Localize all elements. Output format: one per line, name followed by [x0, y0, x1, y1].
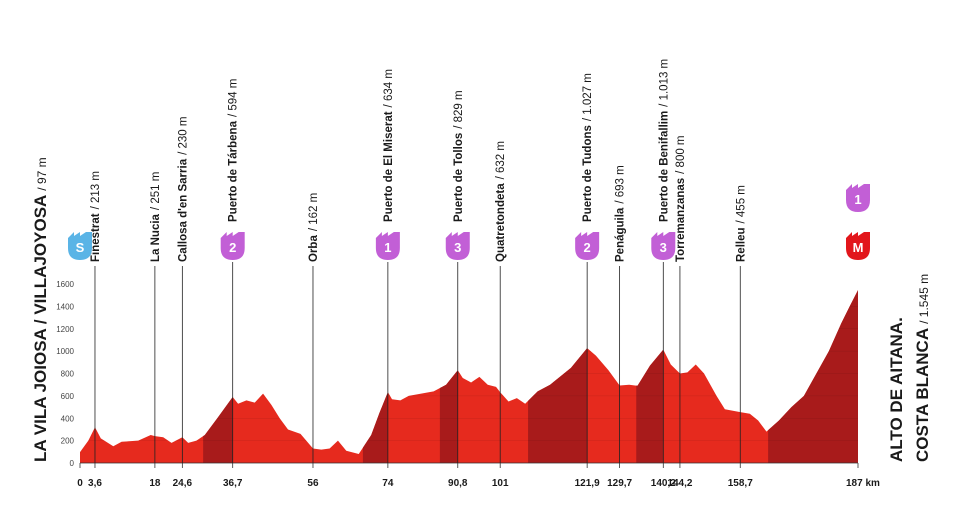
poi-elevation: / 829 m	[453, 90, 465, 128]
y-tick-label: 200	[61, 437, 75, 446]
poi-label: Puerto de Benifallim / 1.013 m	[658, 59, 670, 222]
badge	[375, 232, 400, 260]
badge	[68, 232, 92, 260]
poi-elevation: / 1.027 m	[582, 73, 594, 121]
poi-label: Penáguila / 693 m	[615, 165, 627, 262]
badge-label: S	[76, 240, 85, 255]
y-tick-label: 1400	[56, 302, 74, 311]
x-tick-label: 74	[382, 478, 394, 489]
x-tick-label: 129,7	[607, 478, 632, 489]
poi-name: Puerto de Tudons	[582, 125, 594, 222]
poi-elevation: / 693 m	[615, 165, 627, 203]
start-elevation: / 97 m	[35, 157, 49, 190]
finish-name: COSTA BLANCA	[913, 328, 932, 462]
y-tick-label: 0	[70, 459, 75, 468]
x-tick-label: 101	[492, 478, 509, 489]
y-tick-label: 400	[61, 414, 75, 423]
poi-name: Penáguila	[615, 207, 627, 262]
poi-label: Puerto de El Miserat / 634 m	[383, 69, 395, 222]
x-tick-label: 121,9	[575, 478, 600, 489]
badge-label: M	[853, 240, 864, 255]
poi-label: Callosa d'en Sarria / 230 m	[177, 117, 189, 262]
badge-label: 3	[660, 240, 667, 255]
poi-name: Puerto de El Miserat	[383, 111, 395, 222]
finish-label: COSTA BLANCA / 1.545 m	[913, 274, 932, 462]
poi-name: La Nucia	[150, 213, 162, 262]
poi-name: Quatretondeta	[495, 183, 507, 262]
poi-label: Puerto de Tollos / 829 m	[453, 90, 465, 222]
poi-elevation: / 213 m	[90, 171, 102, 209]
y-tick-label: 1600	[56, 280, 74, 289]
y-tick-label: 800	[61, 370, 75, 379]
badge	[220, 232, 245, 260]
poi-label: Finestrat / 213 m	[90, 171, 102, 262]
poi-label: Puerto de Tudons / 1.027 m	[582, 73, 594, 222]
y-tick-label: 1000	[56, 347, 74, 356]
badge-label: 3	[454, 240, 461, 255]
climb-segment	[439, 290, 458, 463]
x-tick-label: 36,7	[223, 478, 243, 489]
poi-elevation: / 230 m	[177, 117, 189, 155]
badge-label: 2	[229, 240, 236, 255]
x-tick-label: 0	[77, 478, 83, 489]
badge-label: 1	[384, 240, 391, 255]
x-tick-label: 187 km	[846, 478, 880, 489]
poi-name: Puerto de Benifallim	[658, 111, 670, 222]
poi-name: Callosa d'en Sarria	[177, 158, 189, 262]
badge	[445, 232, 470, 260]
poi-label: Relleu / 455 m	[735, 185, 747, 262]
climb-segment	[203, 290, 233, 463]
poi-elevation: / 1.013 m	[658, 59, 670, 107]
poi-label: Torremanzanas / 800 m	[675, 135, 687, 262]
x-tick-label: 56	[307, 478, 319, 489]
poi-name: Puerto de Tollos	[453, 133, 465, 222]
x-tick-label: 3,6	[88, 478, 102, 489]
climb-segment	[768, 290, 858, 463]
x-tick-label: 90,8	[448, 478, 468, 489]
poi-elevation: / 632 m	[495, 141, 507, 179]
x-tick-label: 140,2	[651, 478, 676, 489]
poi-label: La Nucia / 251 m	[150, 172, 162, 262]
poi-label: Puerto de Tárbena / 594 m	[228, 79, 240, 222]
poi-elevation: / 162 m	[308, 193, 320, 231]
poi-label: Quatretondeta / 632 m	[495, 141, 507, 262]
finish-label: ALTO DE AITANA.	[887, 317, 906, 462]
poi-name: Orba	[308, 235, 320, 262]
badge	[575, 232, 600, 260]
start-name: LA VILA JOIOSA / VILLAJOYOSA	[31, 195, 50, 462]
poi-elevation: / 634 m	[383, 69, 395, 107]
badge	[846, 232, 870, 260]
poi-elevation: / 251 m	[150, 172, 162, 210]
poi-name: Puerto de Tárbena	[228, 120, 240, 222]
profile-area	[80, 290, 858, 463]
poi-name: Relleu	[735, 227, 747, 262]
finish-elevation: / 1.545 m	[917, 274, 931, 324]
x-tick-label: 18	[149, 478, 161, 489]
start-label: LA VILA JOIOSA / VILLAJOYOSA / 97 m	[31, 157, 50, 462]
poi-elevation: / 594 m	[228, 79, 240, 117]
climb-segment	[362, 290, 388, 463]
poi-name: Torremanzanas	[675, 178, 687, 262]
badge	[846, 184, 870, 212]
y-tick-label: 600	[61, 392, 75, 401]
x-tick-label: 144,2	[667, 478, 692, 489]
poi-elevation: / 455 m	[735, 185, 747, 223]
poi-label: Orba / 162 m	[308, 193, 320, 262]
x-tick-label: 158,7	[728, 478, 753, 489]
climb-segment	[636, 290, 664, 463]
x-tick-label: 24,6	[173, 478, 193, 489]
badge-label: 2	[584, 240, 591, 255]
y-tick-label: 1200	[56, 325, 74, 334]
badge	[651, 232, 676, 260]
climb-segment	[528, 290, 588, 463]
poi-elevation: / 800 m	[675, 135, 687, 173]
poi-name: Finestrat	[90, 213, 102, 262]
badge-label: 1	[854, 192, 861, 207]
